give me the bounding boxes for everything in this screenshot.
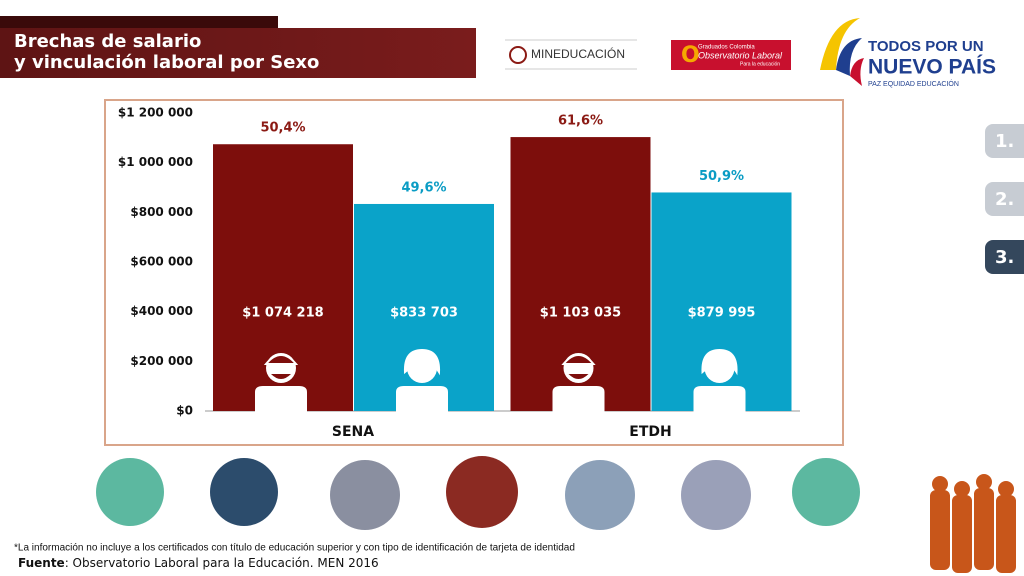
nav-label: 1. [995, 131, 1014, 152]
beard [568, 374, 589, 379]
logo-flag [850, 58, 864, 86]
body [255, 386, 307, 412]
body [552, 386, 605, 412]
nav-label: 3. [995, 247, 1014, 268]
graduates [930, 474, 1016, 573]
hair [701, 348, 738, 376]
percent-label: 50,4% [260, 121, 305, 136]
footnote: *La información no incluye a los certifi… [14, 543, 575, 554]
title-line: y vinculación laboral por Sexo [14, 52, 319, 73]
logo-text: Para la educación [740, 61, 780, 67]
avatar [330, 460, 400, 530]
beard [271, 374, 291, 379]
logo-flag [836, 38, 862, 76]
percent-label: 61,6% [558, 114, 603, 129]
value-label: $833 703 [390, 306, 458, 321]
logo-text: TODOS POR UN [868, 38, 984, 55]
logo-text: PAZ EQUIDAD EDUCACIÓN [868, 79, 959, 88]
nav-button[interactable] [985, 124, 1024, 158]
hair [561, 354, 596, 365]
y-tick-label: $600 000 [130, 255, 193, 269]
x-tick-label: SENA [332, 424, 374, 440]
hair [403, 348, 441, 376]
chart: $0 $200 000 $400 000 $600 000 $800 000 $1 000… [118, 106, 800, 440]
source-label: Fuente [18, 556, 65, 570]
source-text: : Observatorio Laboral para la Educación… [65, 556, 379, 570]
avatar [681, 460, 751, 530]
avatar [565, 460, 635, 530]
avatar [210, 458, 278, 526]
nav: 1. 2. 3. [985, 124, 1024, 274]
value-label: $879 995 [688, 306, 756, 321]
title-box [0, 28, 476, 78]
value-label: $1 074 218 [242, 306, 323, 321]
logo-box [671, 40, 791, 70]
body [693, 386, 746, 412]
title-line: Brechas de salario [14, 31, 201, 52]
percent-label: 49,6% [401, 180, 446, 195]
y-tick-label: $1 200 000 [118, 106, 193, 120]
avatar [792, 458, 860, 526]
logo-text: Observatorio Laboral [698, 50, 783, 60]
logo-text: NUEVO PAÍS [868, 56, 996, 79]
source: Fuente: Observatorio Laboral para la Edu… [18, 556, 379, 570]
title-accent [0, 16, 278, 28]
avatar [96, 458, 164, 526]
avatar [446, 456, 518, 528]
logo-shield [509, 46, 527, 64]
nav-button[interactable] [985, 240, 1024, 274]
person-icon [693, 348, 746, 412]
y-tick-label: $1 000 000 [118, 155, 193, 169]
person-icon [552, 353, 605, 412]
y-tick-label: $0 [176, 404, 193, 418]
nav-button[interactable] [985, 182, 1024, 216]
x-tick-label: ETDH [629, 424, 671, 440]
logo-o: O [681, 43, 700, 68]
percent-label: 50,9% [699, 169, 744, 184]
logo-text: Graduados Colombia [698, 45, 755, 51]
y-tick-label: $400 000 [130, 304, 193, 318]
body [396, 386, 448, 412]
logo-text: MINEDUCACIÓN [531, 46, 625, 61]
logo-flag [820, 18, 860, 70]
value-label: $1 103 035 [540, 306, 621, 321]
nav-label: 2. [995, 189, 1014, 210]
avatars [96, 456, 860, 530]
person-icon [255, 353, 307, 412]
y-tick-label: $200 000 [130, 354, 193, 368]
y-tick-label: $800 000 [130, 205, 193, 219]
hair [263, 354, 299, 365]
person-icon [396, 348, 448, 412]
